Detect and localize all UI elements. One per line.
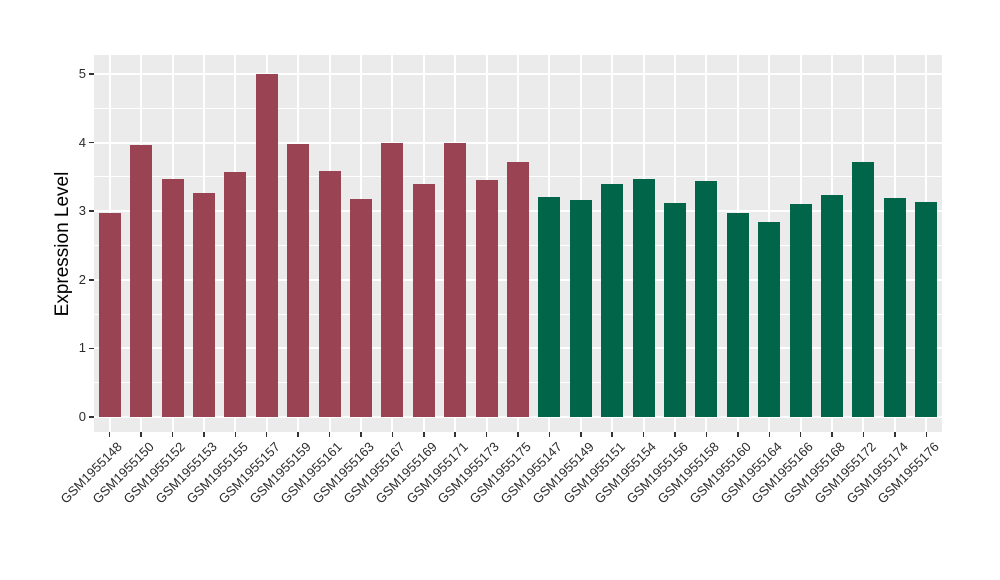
x-tick-mark bbox=[737, 432, 739, 437]
bar-GSM1955173 bbox=[475, 179, 498, 417]
bar-GSM1955155 bbox=[224, 172, 247, 417]
x-tick-mark bbox=[862, 432, 865, 437]
y-tick-mark bbox=[89, 73, 94, 75]
y-tick-label: 3 bbox=[78, 203, 86, 219]
y-axis-title: Expression Level bbox=[52, 171, 73, 316]
bar-GSM1955164 bbox=[758, 222, 781, 417]
y-tick-label: 5 bbox=[78, 66, 86, 81]
x-tick-mark bbox=[548, 432, 551, 437]
x-tick-mark bbox=[705, 432, 708, 437]
x-tick-mark bbox=[894, 432, 896, 437]
bar-GSM1955163 bbox=[349, 198, 372, 417]
x-tick-mark bbox=[234, 432, 237, 437]
x-tick-mark bbox=[140, 432, 142, 437]
x-tick-mark bbox=[517, 432, 519, 437]
x-tick-mark bbox=[297, 432, 299, 437]
x-tick-mark bbox=[171, 432, 174, 437]
bar-GSM1955160 bbox=[726, 212, 749, 417]
bar-GSM1955158 bbox=[695, 181, 718, 417]
x-tick-mark bbox=[454, 432, 456, 437]
y-tick-mark bbox=[89, 279, 94, 281]
y-tick-mark bbox=[89, 141, 94, 144]
x-tick-mark bbox=[108, 432, 111, 437]
bar-GSM1955175 bbox=[507, 161, 529, 417]
bar-GSM1955172 bbox=[852, 161, 875, 417]
x-tick-mark bbox=[265, 432, 268, 437]
bar-GSM1955168 bbox=[821, 194, 844, 417]
y-tick-label: 1 bbox=[78, 340, 86, 356]
x-tick-mark bbox=[203, 432, 205, 437]
x-tick-mark bbox=[799, 432, 802, 437]
x-tick-mark bbox=[831, 432, 833, 437]
y-tick-mark bbox=[89, 416, 94, 418]
bar-GSM1955153 bbox=[192, 192, 215, 417]
x-tick-mark bbox=[391, 432, 394, 437]
x-tick-mark bbox=[611, 432, 613, 437]
y-tick-mark bbox=[89, 347, 94, 350]
y-tick-label: 2 bbox=[78, 271, 86, 287]
bar-GSM1955150 bbox=[130, 144, 153, 417]
bar-GSM1955167 bbox=[381, 142, 404, 417]
x-tick-mark bbox=[925, 432, 928, 437]
x-tick-mark bbox=[485, 432, 488, 437]
x-tick-mark bbox=[674, 432, 676, 437]
x-tick-mark bbox=[580, 432, 582, 437]
bar-GSM1955156 bbox=[664, 202, 687, 417]
bar-GSM1955149 bbox=[569, 200, 592, 417]
bar-GSM1955154 bbox=[632, 178, 655, 417]
bar-GSM1955148 bbox=[98, 213, 121, 417]
bar-GSM1955176 bbox=[915, 202, 938, 417]
bar-GSM1955171 bbox=[444, 142, 467, 417]
bar-GSM1955166 bbox=[789, 203, 812, 417]
y-tick-mark bbox=[89, 210, 94, 212]
y-tick-label: 4 bbox=[78, 134, 86, 150]
bar-GSM1955151 bbox=[601, 183, 624, 417]
x-tick-mark bbox=[328, 432, 331, 437]
x-tick-mark bbox=[642, 432, 645, 437]
x-tick-mark bbox=[360, 432, 362, 437]
x-tick-mark bbox=[768, 432, 770, 437]
plot-panel bbox=[94, 55, 942, 432]
bar-GSM1955174 bbox=[883, 198, 906, 417]
bar-GSM1955159 bbox=[287, 143, 310, 417]
x-tick-mark bbox=[423, 432, 425, 437]
bar-GSM1955152 bbox=[161, 178, 184, 417]
bar-GSM1955147 bbox=[538, 196, 561, 417]
bar-GSM1955169 bbox=[412, 183, 435, 417]
y-tick-label: 0 bbox=[78, 409, 86, 424]
bar-GSM1955161 bbox=[318, 170, 341, 417]
bar-GSM1955157 bbox=[255, 74, 278, 417]
